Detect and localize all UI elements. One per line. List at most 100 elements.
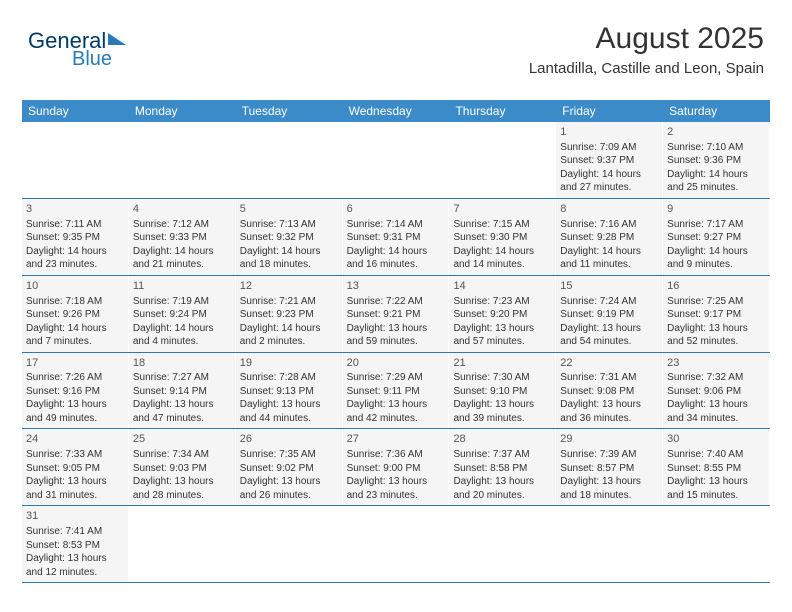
sunrise-text: Sunrise: 7:13 AM	[240, 218, 338, 232]
sunrise-text: Sunrise: 7:34 AM	[133, 448, 231, 462]
logo-text-blue: Blue	[72, 48, 112, 71]
sunrise-text: Sunrise: 7:36 AM	[347, 448, 445, 462]
daylight-text: Daylight: 14 hours and 4 minutes.	[133, 322, 231, 349]
daylight-text: Daylight: 14 hours and 14 minutes.	[453, 245, 551, 272]
sunrise-text: Sunrise: 7:33 AM	[26, 448, 124, 462]
sunrise-text: Sunrise: 7:39 AM	[560, 448, 658, 462]
sunset-text: Sunset: 8:53 PM	[26, 539, 124, 553]
day-cell: 30Sunrise: 7:40 AMSunset: 8:55 PMDayligh…	[663, 429, 770, 505]
day-cell: 3Sunrise: 7:11 AMSunset: 9:35 PMDaylight…	[22, 199, 129, 275]
day-number: 2	[667, 125, 765, 140]
week-row: 1Sunrise: 7:09 AMSunset: 9:37 PMDaylight…	[22, 122, 770, 199]
sunrise-text: Sunrise: 7:19 AM	[133, 295, 231, 309]
day-cell	[449, 506, 556, 582]
day-cell: 31Sunrise: 7:41 AMSunset: 8:53 PMDayligh…	[22, 506, 129, 582]
day-cell: 14Sunrise: 7:23 AMSunset: 9:20 PMDayligh…	[449, 276, 556, 352]
sunset-text: Sunset: 9:28 PM	[560, 231, 658, 245]
daylight-text: Daylight: 13 hours and 34 minutes.	[667, 398, 765, 425]
sunrise-text: Sunrise: 7:35 AM	[240, 448, 338, 462]
sunset-text: Sunset: 9:00 PM	[347, 462, 445, 476]
day-number: 25	[133, 432, 231, 447]
day-cell: 26Sunrise: 7:35 AMSunset: 9:02 PMDayligh…	[236, 429, 343, 505]
sunrise-text: Sunrise: 7:22 AM	[347, 295, 445, 309]
day-number: 19	[240, 356, 338, 371]
day-cell: 25Sunrise: 7:34 AMSunset: 9:03 PMDayligh…	[129, 429, 236, 505]
weekday-header: Sunday	[22, 100, 129, 122]
day-number: 24	[26, 432, 124, 447]
weekday-header: Monday	[129, 100, 236, 122]
day-cell: 24Sunrise: 7:33 AMSunset: 9:05 PMDayligh…	[22, 429, 129, 505]
daylight-text: Daylight: 13 hours and 44 minutes.	[240, 398, 338, 425]
location-subtitle: Lantadilla, Castille and Leon, Spain	[529, 60, 764, 77]
day-cell: 8Sunrise: 7:16 AMSunset: 9:28 PMDaylight…	[556, 199, 663, 275]
day-cell: 4Sunrise: 7:12 AMSunset: 9:33 PMDaylight…	[129, 199, 236, 275]
daylight-text: Daylight: 13 hours and 26 minutes.	[240, 475, 338, 502]
sunrise-text: Sunrise: 7:28 AM	[240, 371, 338, 385]
sunset-text: Sunset: 9:20 PM	[453, 308, 551, 322]
day-cell: 22Sunrise: 7:31 AMSunset: 9:08 PMDayligh…	[556, 353, 663, 429]
weekday-header: Wednesday	[343, 100, 450, 122]
weekday-header: Thursday	[449, 100, 556, 122]
sunset-text: Sunset: 9:17 PM	[667, 308, 765, 322]
sunset-text: Sunset: 9:11 PM	[347, 385, 445, 399]
day-cell: 6Sunrise: 7:14 AMSunset: 9:31 PMDaylight…	[343, 199, 450, 275]
day-number: 4	[133, 202, 231, 217]
day-cell	[343, 506, 450, 582]
daylight-text: Daylight: 13 hours and 52 minutes.	[667, 322, 765, 349]
daylight-text: Daylight: 13 hours and 15 minutes.	[667, 475, 765, 502]
day-number: 14	[453, 279, 551, 294]
sunrise-text: Sunrise: 7:15 AM	[453, 218, 551, 232]
sunset-text: Sunset: 9:13 PM	[240, 385, 338, 399]
sunrise-text: Sunrise: 7:10 AM	[667, 141, 765, 155]
weeks-container: 1Sunrise: 7:09 AMSunset: 9:37 PMDaylight…	[22, 122, 770, 583]
daylight-text: Daylight: 13 hours and 39 minutes.	[453, 398, 551, 425]
sunset-text: Sunset: 9:27 PM	[667, 231, 765, 245]
day-number: 22	[560, 356, 658, 371]
daylight-text: Daylight: 13 hours and 12 minutes.	[26, 552, 124, 579]
day-number: 13	[347, 279, 445, 294]
sunset-text: Sunset: 9:31 PM	[347, 231, 445, 245]
day-number: 12	[240, 279, 338, 294]
day-cell	[663, 506, 770, 582]
sunrise-text: Sunrise: 7:40 AM	[667, 448, 765, 462]
sunset-text: Sunset: 9:30 PM	[453, 231, 551, 245]
day-number: 11	[133, 279, 231, 294]
sunrise-text: Sunrise: 7:41 AM	[26, 525, 124, 539]
day-number: 31	[26, 509, 124, 524]
daylight-text: Daylight: 14 hours and 2 minutes.	[240, 322, 338, 349]
day-cell: 23Sunrise: 7:32 AMSunset: 9:06 PMDayligh…	[663, 353, 770, 429]
day-cell: 17Sunrise: 7:26 AMSunset: 9:16 PMDayligh…	[22, 353, 129, 429]
sunrise-text: Sunrise: 7:26 AM	[26, 371, 124, 385]
sunset-text: Sunset: 9:36 PM	[667, 154, 765, 168]
day-cell: 28Sunrise: 7:37 AMSunset: 8:58 PMDayligh…	[449, 429, 556, 505]
sunset-text: Sunset: 9:10 PM	[453, 385, 551, 399]
sunrise-text: Sunrise: 7:27 AM	[133, 371, 231, 385]
sunrise-text: Sunrise: 7:29 AM	[347, 371, 445, 385]
day-cell: 18Sunrise: 7:27 AMSunset: 9:14 PMDayligh…	[129, 353, 236, 429]
daylight-text: Daylight: 14 hours and 11 minutes.	[560, 245, 658, 272]
day-cell	[449, 122, 556, 198]
day-number: 23	[667, 356, 765, 371]
flag-icon	[108, 33, 126, 45]
day-cell	[236, 122, 343, 198]
day-cell: 1Sunrise: 7:09 AMSunset: 9:37 PMDaylight…	[556, 122, 663, 198]
sunrise-text: Sunrise: 7:21 AM	[240, 295, 338, 309]
sunset-text: Sunset: 8:58 PM	[453, 462, 551, 476]
daylight-text: Daylight: 14 hours and 23 minutes.	[26, 245, 124, 272]
sunset-text: Sunset: 9:08 PM	[560, 385, 658, 399]
daylight-text: Daylight: 13 hours and 28 minutes.	[133, 475, 231, 502]
daylight-text: Daylight: 14 hours and 9 minutes.	[667, 245, 765, 272]
week-row: 3Sunrise: 7:11 AMSunset: 9:35 PMDaylight…	[22, 199, 770, 276]
day-cell	[22, 122, 129, 198]
day-cell: 29Sunrise: 7:39 AMSunset: 8:57 PMDayligh…	[556, 429, 663, 505]
day-cell: 5Sunrise: 7:13 AMSunset: 9:32 PMDaylight…	[236, 199, 343, 275]
daylight-text: Daylight: 13 hours and 57 minutes.	[453, 322, 551, 349]
day-number: 15	[560, 279, 658, 294]
day-cell: 21Sunrise: 7:30 AMSunset: 9:10 PMDayligh…	[449, 353, 556, 429]
daylight-text: Daylight: 13 hours and 31 minutes.	[26, 475, 124, 502]
daylight-text: Daylight: 14 hours and 21 minutes.	[133, 245, 231, 272]
day-number: 29	[560, 432, 658, 447]
week-row: 10Sunrise: 7:18 AMSunset: 9:26 PMDayligh…	[22, 276, 770, 353]
day-number: 27	[347, 432, 445, 447]
day-number: 18	[133, 356, 231, 371]
